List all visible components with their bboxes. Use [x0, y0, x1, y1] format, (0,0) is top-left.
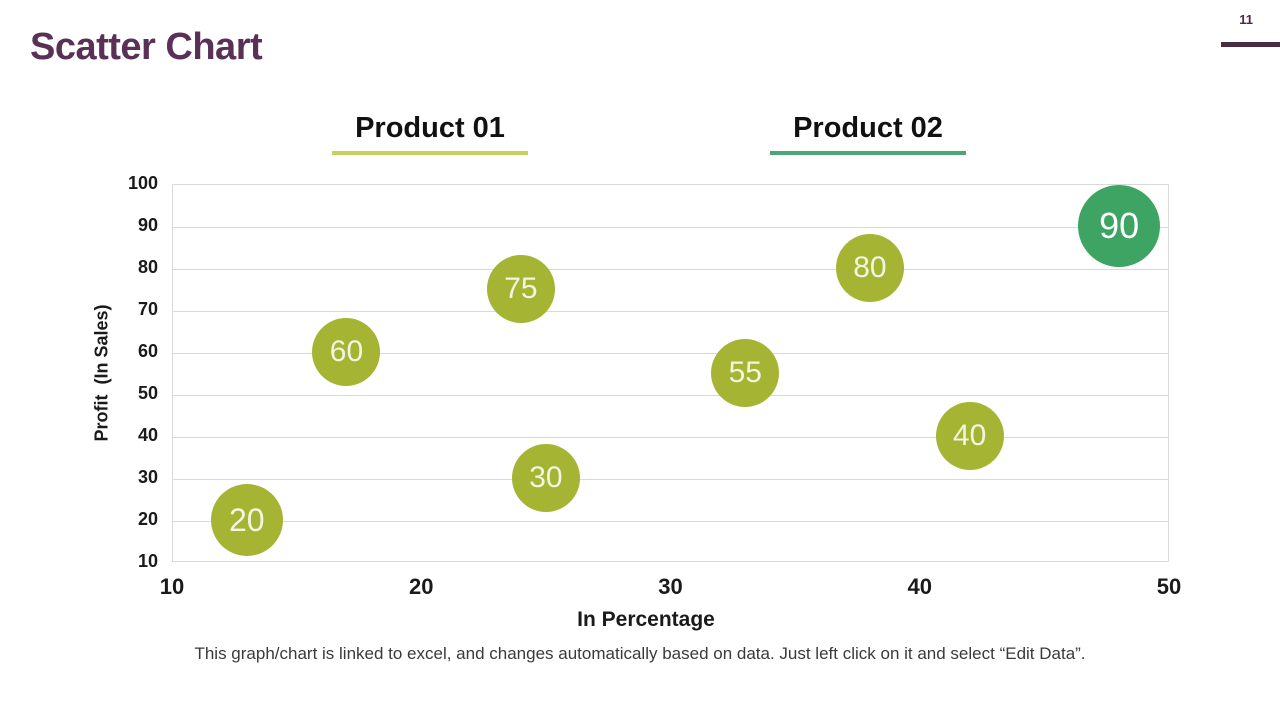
page-title: Scatter Chart — [30, 26, 263, 68]
gridline-y-70 — [173, 311, 1168, 312]
bubble-product-01[interactable]: 60 — [312, 318, 381, 386]
x-tick-label: 30 — [658, 574, 683, 599]
legend-underline-product-01 — [332, 151, 528, 155]
y-tick-label: 100 — [127, 173, 158, 193]
gridline-y-30 — [173, 479, 1168, 480]
y-tick-label: 80 — [137, 257, 158, 277]
y-tick-label: 40 — [137, 425, 158, 445]
bubble-product-01[interactable]: 80 — [835, 234, 904, 302]
caption-text: This graph/chart is linked to excel, and… — [194, 644, 1086, 663]
y-tick-label: 50 — [137, 383, 158, 403]
legend-label-product-02: Product 02 — [793, 112, 943, 144]
legend-underline-product-02 — [770, 151, 966, 155]
bubble-product-01[interactable]: 30 — [511, 444, 580, 512]
bubble-product-01[interactable]: 55 — [711, 339, 780, 407]
legend-item-product-01[interactable]: Product 01 — [330, 112, 530, 155]
gridline-y-20 — [173, 521, 1168, 522]
gridline-y-80 — [173, 269, 1168, 270]
bubble-product-01[interactable]: 75 — [486, 255, 555, 323]
x-tick-label: 10 — [159, 574, 185, 599]
bubble-product-02[interactable]: 90 — [1078, 185, 1161, 267]
gridline-y-90 — [173, 227, 1168, 228]
gridline-y-40 — [173, 437, 1168, 438]
x-tick-label: 50 — [1156, 574, 1182, 599]
y-axis-title: Profit (In Sales) — [91, 304, 112, 442]
y-tick-label: 30 — [137, 467, 158, 487]
bubble-product-01[interactable]: 20 — [210, 484, 283, 556]
x-tick-label: 40 — [907, 574, 932, 599]
x-tick-label: 20 — [409, 574, 434, 599]
page-number: 11 — [1239, 12, 1253, 27]
accent-bar — [1221, 42, 1280, 47]
y-tick-label: 60 — [137, 341, 158, 361]
y-tick-label: 20 — [137, 509, 158, 529]
x-axis-title: In Percentage — [577, 608, 715, 631]
bubble-product-01[interactable]: 40 — [935, 402, 1004, 470]
legend-item-product-02[interactable]: Product 02 — [768, 112, 968, 155]
gridline-y-60 — [173, 353, 1168, 354]
legend-label-product-01: Product 01 — [355, 112, 505, 144]
y-tick-label: 70 — [137, 299, 158, 319]
y-tick-label: 90 — [137, 215, 158, 235]
y-tick-label: 10 — [137, 551, 158, 571]
gridline-y-50 — [173, 395, 1168, 396]
